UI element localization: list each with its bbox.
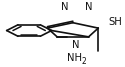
Text: N: N bbox=[86, 2, 93, 12]
Text: NH: NH bbox=[67, 53, 82, 63]
Text: N: N bbox=[72, 40, 80, 50]
Text: N: N bbox=[61, 2, 69, 12]
Text: SH: SH bbox=[109, 17, 122, 27]
Text: 2: 2 bbox=[81, 57, 86, 66]
